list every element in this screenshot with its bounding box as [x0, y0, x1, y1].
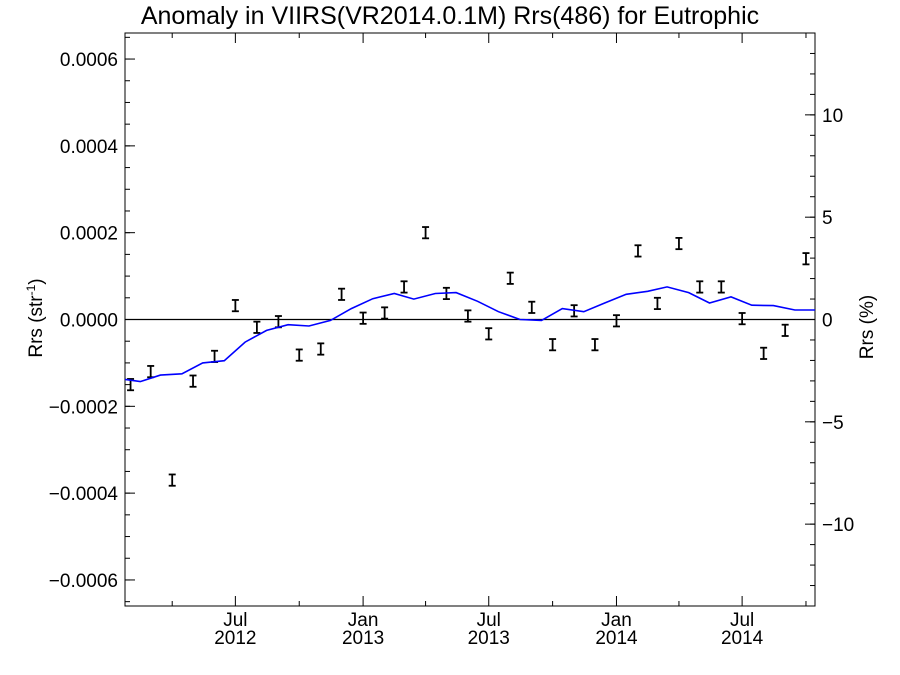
x-tick-label-year: 2014: [721, 628, 764, 649]
error-bar-point: [253, 320, 261, 334]
y-tick-label: 0.0004: [60, 137, 119, 158]
y-tick-label: −0.0002: [49, 397, 118, 418]
error-bar-point: [189, 374, 197, 388]
y-tick-label: 0.0006: [60, 50, 118, 71]
error-bar-point: [634, 244, 642, 258]
y-tick-label: −0.0006: [49, 571, 118, 592]
error-bar-point: [528, 300, 536, 314]
x-tick-label-month: Jul: [477, 610, 501, 631]
x-tick-label-year: 2012: [214, 628, 256, 649]
error-bar-point: [338, 287, 346, 301]
error-bar-point: [231, 299, 239, 313]
error-bar-point: [464, 309, 472, 323]
error-bar-point: [696, 280, 704, 294]
y2-tick-label: 5: [822, 208, 833, 229]
error-bar-point: [591, 338, 599, 352]
error-bar-point: [359, 311, 367, 325]
error-bar-point: [802, 252, 810, 266]
y2-tick-label: −10: [822, 515, 854, 536]
error-bar-point: [211, 349, 219, 363]
error-bar-point: [781, 323, 789, 337]
x-tick-label-year: 2013: [468, 628, 510, 649]
error-bar-point: [549, 338, 557, 352]
chart-title: Anomaly in VIIRS(VR2014.0.1M) Rrs(486) f…: [140, 2, 760, 30]
error-bar-point: [168, 473, 176, 487]
x-tick-label-month: Jul: [730, 610, 754, 631]
error-bar-point: [317, 342, 325, 356]
y2-tick-label: 10: [822, 106, 843, 127]
y-tick-label: 0.0000: [60, 311, 118, 332]
error-bar-point: [738, 312, 746, 326]
error-bar-point: [760, 346, 768, 360]
y-tick-label: 0.0002: [60, 224, 118, 245]
error-bar-point: [400, 280, 408, 294]
error-bar-point: [147, 365, 155, 379]
y-tick-label: −0.0004: [49, 484, 119, 505]
error-bar-point: [274, 315, 282, 329]
x-tick-label-year: 2013: [342, 628, 384, 649]
x-tick-label-year: 2014: [595, 628, 638, 649]
error-bar-point: [675, 236, 683, 251]
error-bar-point: [381, 306, 389, 320]
error-bar-point: [612, 314, 620, 328]
error-bar-point: [717, 280, 725, 294]
error-bar-point: [506, 271, 514, 285]
error-bar-point: [653, 296, 661, 310]
x-tick-label-month: Jan: [601, 610, 632, 631]
x-tick-label-month: Jul: [223, 610, 247, 631]
x-tick-label-month: Jan: [348, 610, 379, 631]
y2-tick-label: −5: [822, 413, 844, 434]
trend-line: [124, 286, 815, 383]
error-bar-point: [485, 327, 493, 341]
error-bar-point: [295, 348, 303, 362]
error-bar-point: [422, 226, 430, 240]
y2-tick-label: 0: [822, 311, 833, 332]
